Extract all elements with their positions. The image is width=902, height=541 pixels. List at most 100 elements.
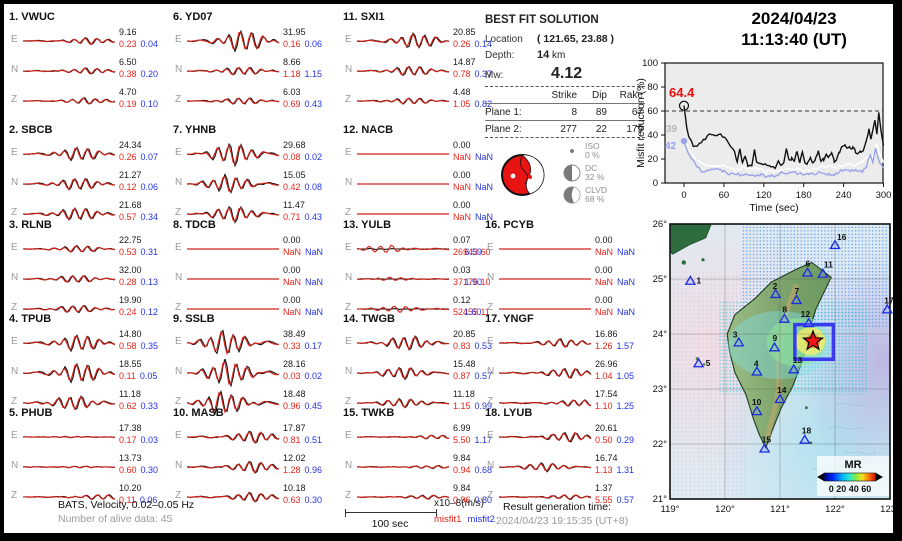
misfit2-value: NaN	[305, 277, 324, 287]
misfit1-value: NaN	[283, 247, 302, 257]
amplitude-value: 0.00	[453, 170, 471, 180]
amplitude-value: 0.00	[283, 235, 301, 245]
misfit2-value: 0.31	[140, 247, 159, 257]
synthetic-waveform	[23, 37, 116, 46]
synthetic-waveform	[23, 305, 116, 313]
station-channel-rows: E 22.75 0.53 0.31 N 32.00 0.28 0.13 Z 19.9…	[9, 233, 171, 323]
misfit2-value: 0.04	[140, 39, 159, 49]
station-panel: 13. YULB E 0.07 26943.606.59 N 0.03 3717…	[343, 219, 505, 317]
station-panel: 14. TWGB E 20.85 0.83 0.53 N 15.48 0.87 0.…	[343, 313, 505, 411]
channel-values: 0.12 52455.111.60	[453, 294, 490, 318]
amplitude-value: 24.34	[119, 140, 142, 150]
strike-header: Strike	[551, 89, 577, 101]
misfit1-value: 1.13	[595, 465, 613, 475]
amplitude-value: 18.55	[119, 359, 142, 369]
channel-label: E	[345, 336, 352, 347]
amplitude-value: 28.16	[283, 359, 306, 369]
channel-label: Z	[175, 396, 182, 407]
station-title: 5. PHUB	[9, 407, 53, 419]
channel-label: Z	[487, 302, 494, 313]
channel-row: Z 1.37 5.55 0.57	[485, 481, 647, 511]
misfit-xtick: 240	[836, 190, 852, 201]
channel-label: Z	[11, 302, 18, 313]
misfit-ytick: 0	[653, 178, 658, 189]
channel-label: E	[11, 147, 18, 158]
station-number: 4	[754, 358, 759, 368]
misfit1-value: 0.12	[119, 182, 137, 192]
waveform-trace	[357, 97, 449, 105]
event-date: 2024/04/23	[751, 9, 837, 28]
channel-label: E	[11, 34, 18, 45]
channel-row: N 18.55 0.11 0.05	[9, 357, 171, 387]
channel-row: E 0.00 NaN NaN	[173, 233, 335, 263]
station-title: 15. TWKB	[343, 407, 395, 419]
misfit1-value: 1.28	[283, 465, 301, 475]
misfit1-value: 0.23	[119, 39, 137, 49]
station-panel: 12. NACB E 0.00 NaN NaN N 0.00 NaN NaN Z 0…	[343, 124, 505, 222]
waveform-trace	[187, 142, 280, 168]
misfit1-value: 0.58	[119, 341, 137, 351]
plane1-row: Plane 1: 8 89 67	[485, 104, 645, 121]
misfit1-value: 0.17	[119, 435, 137, 445]
synthetic-waveform	[23, 335, 116, 350]
map-frame	[669, 223, 891, 500]
channel-row: N 32.00 0.28 0.13	[9, 263, 171, 293]
channel-values: 0.00 NaN NaN	[453, 139, 493, 163]
channel-values: 11.18 1.15 0.99	[453, 388, 492, 412]
station-title: 18. LYUB	[485, 407, 533, 419]
synthetic-waveform	[187, 66, 279, 76]
map-lon-tick: 120°	[715, 504, 735, 515]
misfit1-value: 0.60	[119, 465, 137, 475]
station-title: 3. RLNB	[9, 219, 52, 231]
channel-label: N	[487, 460, 495, 471]
mw-label: Mw:	[485, 70, 504, 81]
channel-label: N	[175, 177, 183, 188]
report-canvas: 1. VWUC E 9.16 0.23 0.04 N 6.50 0.38 0.20 …	[4, 4, 893, 533]
synthetic-waveform	[23, 465, 116, 469]
channel-row: Z 19.90 0.24 0.12	[9, 293, 171, 323]
amplitude-value: 0.03	[453, 265, 471, 275]
station-marker	[758, 442, 771, 453]
channel-label: N	[175, 64, 183, 75]
channel-row: N 12.02 1.28 0.96	[173, 451, 335, 481]
map-lon-tick: 121°	[770, 504, 790, 515]
channel-values: 21.68 0.57 0.34	[119, 199, 158, 223]
channel-label: E	[11, 336, 18, 347]
channel-label: N	[345, 272, 353, 283]
clvd-icon	[563, 186, 581, 204]
misfit2-value: 0.80	[474, 495, 493, 505]
amplitude-value: 14.87	[453, 57, 476, 67]
amplitude-value: 6.99	[453, 423, 471, 433]
channel-row: N 0.03 37175.101.90	[343, 263, 505, 293]
station-channel-rows: E 17.38 0.17 0.03 N 13.73 0.60 0.30 Z 10.2…	[9, 421, 171, 511]
misfit-curve-best-solution	[683, 105, 885, 170]
channel-row: N 6.50 0.38 0.20	[9, 55, 171, 85]
amplitude-value: 21.68	[119, 200, 142, 210]
decomposition-list: ISO 0 % DC 32 % CLVD 68 %	[563, 140, 607, 206]
channel-label: E	[345, 147, 352, 158]
channel-values: 24.34 0.26 0.07	[119, 139, 158, 163]
channel-values: 31.95 0.16 0.06	[283, 26, 322, 50]
depth-row: Depth: 14 km	[485, 49, 653, 61]
misfit1-value: NaN	[283, 307, 302, 317]
synthetic-waveform	[23, 67, 116, 75]
misfit1-value: 0.57	[119, 212, 137, 222]
channel-label: N	[345, 366, 353, 377]
channel-row: N 15.05 0.42 0.08	[173, 168, 335, 198]
depth-label: Depth:	[485, 50, 515, 61]
channel-label: E	[345, 242, 352, 253]
amplitude-value: 10.18	[283, 483, 306, 493]
channel-row: E 9.16 0.23 0.04	[9, 25, 171, 55]
misfit2-value: 0.02	[304, 371, 323, 381]
synthetic-waveform	[357, 33, 450, 48]
channel-values: 0.00 NaN NaN	[595, 294, 635, 318]
amplitude-value: 18.48	[283, 389, 306, 399]
channel-label: E	[345, 430, 352, 441]
misfit2-value: 0.35	[140, 341, 159, 351]
misfit2-value: 0.37	[474, 69, 493, 79]
channel-values: 10.20 0.11 0.06	[119, 482, 157, 506]
misfit2-value: NaN	[475, 212, 494, 222]
synthetic-waveform	[357, 398, 450, 408]
waveform-trace	[187, 308, 279, 310]
synthetic-waveform	[23, 147, 116, 160]
